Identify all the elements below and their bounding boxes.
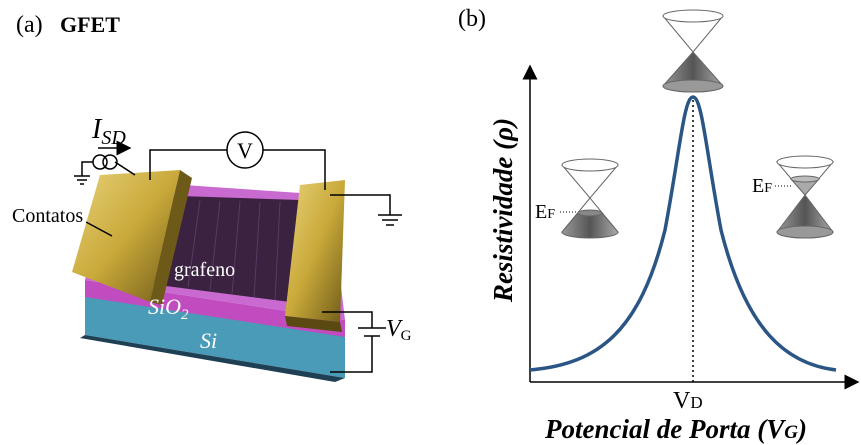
gate-subscript: G [401, 328, 412, 344]
current-subscript: SD [101, 127, 126, 149]
dirac-label: VD [673, 388, 703, 414]
fermi-left-symbol: E [535, 201, 547, 223]
x-axis-text: Potencial de Porta (V [544, 414, 786, 444]
fermi-right-subscript: F [764, 181, 772, 196]
contacts-label: Contatos [12, 205, 83, 227]
oxide-subscript: 2 [181, 307, 189, 323]
cone-top [663, 10, 723, 92]
oxide-text: SiO [148, 294, 181, 319]
fermi-left-subscript: F [547, 207, 555, 222]
dirac-subscript: D [690, 393, 702, 412]
x-axis-subscript: G [784, 422, 798, 443]
panel-label: (a) [16, 12, 43, 38]
gate-label: VG [386, 316, 412, 344]
panel-label: (b) [458, 6, 486, 32]
graphene-label: grafeno [174, 259, 235, 281]
panel-title: GFET [60, 12, 120, 37]
cone-left [562, 159, 618, 238]
substrate-label: Si [200, 328, 217, 353]
figure: (a) GFET V ISD Contatos g [0, 0, 861, 445]
voltmeter-label: V [237, 138, 253, 163]
cone-right [777, 156, 833, 238]
fermi-right: EF [752, 175, 772, 197]
y-axis-title: Resistividade (ρ) [488, 118, 518, 303]
dirac-symbol: V [673, 388, 691, 414]
fermi-left: EF [535, 201, 555, 223]
current-label: ISD [91, 114, 126, 149]
fermi-right-symbol: E [752, 175, 764, 197]
x-axis-title: Potencial de Porta (VG) [544, 414, 807, 444]
